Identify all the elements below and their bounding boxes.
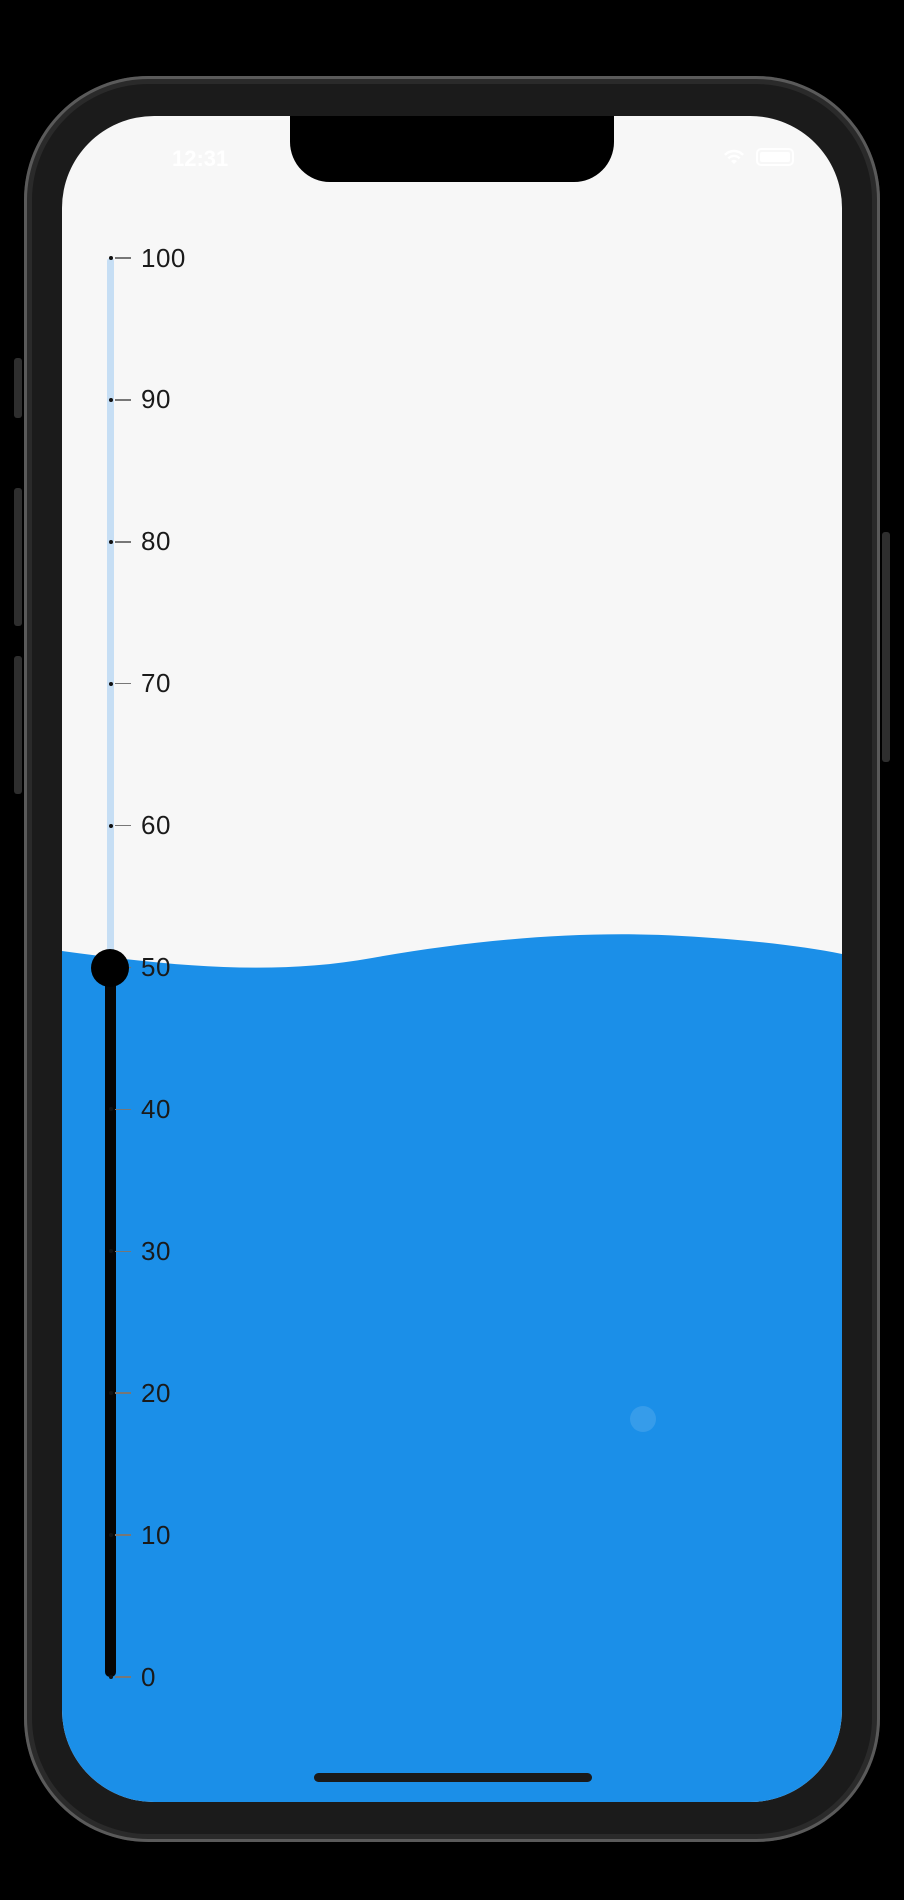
water-fill bbox=[62, 934, 842, 1802]
tick-label: 50 bbox=[141, 952, 171, 982]
slider-tick: 80 bbox=[109, 526, 171, 557]
app-screen: 12:31 100 90 80 70 60 50 40 30 20 10 0 bbox=[62, 116, 842, 1802]
slider-tick: 70 bbox=[109, 668, 171, 699]
tick-mark bbox=[115, 824, 131, 827]
power-button bbox=[882, 532, 890, 762]
tick-label: 70 bbox=[141, 668, 171, 699]
slider-track-upper[interactable] bbox=[107, 258, 114, 968]
slider-tick: 0 bbox=[109, 1662, 156, 1692]
home-indicator bbox=[314, 1773, 592, 1782]
tick-label: 40 bbox=[141, 1093, 171, 1124]
slider-tick: 90 bbox=[109, 384, 171, 415]
tick-dot bbox=[109, 1675, 113, 1679]
tick-dot bbox=[109, 1533, 113, 1538]
tick-dot bbox=[109, 397, 113, 402]
tick-mark bbox=[115, 1534, 131, 1536]
mute-switch bbox=[14, 358, 22, 418]
slider-tick: 40 bbox=[109, 1094, 171, 1124]
tick-dot bbox=[109, 1249, 113, 1254]
status-time: 12:31 bbox=[172, 146, 229, 171]
tick-label: 80 bbox=[141, 526, 171, 557]
tick-label: 100 bbox=[141, 242, 186, 273]
notch bbox=[290, 116, 614, 182]
tick-mark bbox=[115, 541, 131, 543]
slider-tick: 30 bbox=[109, 1236, 171, 1266]
tick-mark bbox=[115, 1392, 131, 1394]
tick-dot bbox=[109, 256, 113, 260]
slider-tick: 20 bbox=[109, 1378, 171, 1408]
slider-tick: 10 bbox=[109, 1520, 171, 1550]
tick-dot bbox=[109, 1107, 113, 1112]
wifi-icon bbox=[724, 149, 744, 164]
volume-up-button bbox=[14, 488, 22, 626]
tick-mark bbox=[115, 682, 131, 685]
status-icons bbox=[722, 148, 794, 166]
tick-dot bbox=[109, 539, 113, 544]
tick-mark bbox=[115, 257, 131, 259]
tick-label: 0 bbox=[141, 1661, 156, 1692]
level-slider[interactable]: 100 90 80 70 60 50 40 30 20 10 0 bbox=[62, 116, 842, 1802]
slider-tick: 100 bbox=[109, 243, 186, 273]
tick-label: 10 bbox=[141, 1519, 171, 1550]
tick-dot bbox=[109, 823, 113, 828]
tick-label: 30 bbox=[141, 1235, 171, 1266]
tick-dot bbox=[109, 1391, 113, 1396]
battery-icon bbox=[756, 148, 794, 166]
slider-track-lower[interactable] bbox=[105, 967, 116, 1677]
tick-mark bbox=[115, 399, 131, 401]
slider-tick: 60 bbox=[109, 810, 171, 841]
tick-dot bbox=[109, 681, 113, 686]
bubble bbox=[630, 1406, 656, 1432]
tick-mark bbox=[115, 1108, 131, 1111]
tick-label: 90 bbox=[141, 384, 171, 415]
volume-down-button bbox=[14, 656, 22, 794]
tick-mark bbox=[115, 1250, 131, 1253]
tick-mark bbox=[115, 1676, 131, 1678]
tick-label: 60 bbox=[141, 810, 171, 841]
tick-label: 20 bbox=[141, 1377, 171, 1408]
slider-thumb[interactable] bbox=[91, 948, 129, 987]
